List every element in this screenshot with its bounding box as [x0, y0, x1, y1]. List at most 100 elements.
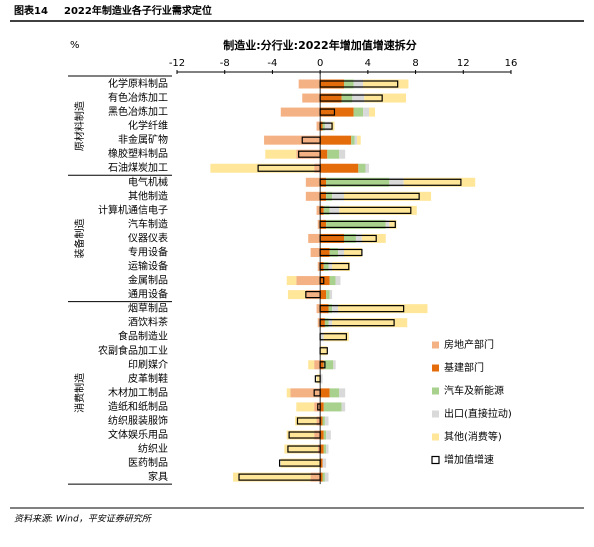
bar-segment [369, 107, 376, 117]
category-label: 黑色冶炼加工 [108, 105, 168, 118]
bar-segment [320, 205, 324, 215]
bar-segment [344, 233, 356, 243]
bar-segment [320, 374, 323, 384]
bar-segment [327, 149, 340, 159]
bar-segment [332, 304, 339, 314]
category-label: 木材加工制品 [108, 386, 168, 399]
category-label: 专用设备 [128, 245, 168, 258]
legend-swatch [432, 433, 439, 441]
bar-segment [323, 205, 330, 215]
category-label: 橡胶塑料制品 [108, 147, 168, 160]
bar-segment [316, 416, 321, 426]
category-label: 酒饮料茶 [128, 316, 168, 329]
bar-segment [332, 262, 350, 272]
bar-segment [341, 93, 353, 103]
bar-segment [363, 79, 409, 89]
bar-segment [320, 346, 328, 356]
bar-segment [361, 233, 386, 243]
bar-segment [341, 402, 346, 412]
x-tick-label: -4 [267, 58, 277, 69]
category-label: 化学纤维 [128, 119, 168, 132]
bar-segment [316, 304, 321, 314]
bar-segment [353, 107, 364, 117]
legend-swatch [432, 387, 439, 395]
bar-segment [365, 163, 370, 173]
bar-segment [322, 458, 327, 468]
bar-segment [339, 205, 417, 215]
x-tick-label: -8 [220, 58, 230, 69]
bar-segment [339, 388, 346, 398]
bar-segment [296, 276, 321, 286]
bar-segment [320, 219, 327, 229]
bar-segment [320, 79, 344, 89]
bar-segment [328, 262, 333, 272]
figure-title: 2022年制造业各子行业需求定位 [64, 4, 212, 17]
bar-segment [329, 205, 340, 215]
bar-segment [320, 262, 324, 272]
bar-segment [320, 163, 359, 173]
legend-swatch [432, 364, 439, 372]
legend-label: 其他(消费等) [444, 430, 502, 443]
legend-swatch [431, 455, 440, 465]
bar-segment [320, 93, 342, 103]
bar-segment [314, 360, 321, 370]
bar-segment [316, 205, 321, 215]
bar-segment [320, 458, 323, 468]
bar-segment [264, 135, 321, 145]
category-label: 非金属矿物 [118, 133, 168, 146]
bar-segment [290, 388, 321, 398]
bar-segment [323, 262, 329, 272]
bar-segment [358, 163, 366, 173]
bar-segment [352, 93, 365, 103]
bar-segment [389, 219, 397, 229]
bar-segment [364, 93, 407, 103]
legend-label: 房地产部门 [444, 338, 494, 351]
category-label: 化学原料制品 [108, 77, 168, 90]
bar-segment [403, 177, 476, 187]
bar-segment [265, 149, 297, 159]
bar-segment [320, 107, 354, 117]
category-label: 烟草制品 [128, 302, 168, 315]
bar-segment [323, 402, 342, 412]
bar-segment [326, 444, 329, 454]
category-label: 其他制造 [128, 189, 168, 202]
bar-segment [332, 191, 344, 201]
category-label: 纺织服装服饰 [108, 414, 168, 427]
bar-segment [322, 472, 325, 482]
bar-segment [389, 177, 404, 187]
category-label: 食品制造业 [118, 330, 168, 343]
bar-segment [320, 430, 324, 440]
category-label: 皮革制鞋 [128, 372, 168, 385]
x-tick-label: 8 [412, 58, 418, 69]
bar-segment [344, 79, 354, 89]
bar-segment [355, 233, 362, 243]
bar-segment [324, 318, 329, 328]
bar-segment [305, 191, 321, 201]
x-tick-label: 4 [365, 58, 371, 69]
bar-segment [320, 444, 324, 454]
bar-segment [233, 472, 311, 482]
legend-label: 汽车及新能源 [444, 384, 504, 397]
bar-segment [324, 416, 329, 426]
bar-segment [324, 472, 329, 482]
bar-segment [329, 276, 336, 286]
category-label: 农副食品加工业 [98, 344, 168, 357]
source: 资料来源: Wind，平安证券研究所 [14, 514, 153, 525]
chart-title: 制造业:分行业:2022年增加值增速拆分 [223, 38, 416, 52]
bar-segment [335, 276, 341, 286]
bar-segment [280, 107, 321, 117]
bar-segment [344, 247, 362, 257]
figure-label: 图表14 [14, 4, 48, 17]
category-label: 金属制品 [128, 274, 168, 287]
bar-segment [296, 149, 321, 159]
category-label: 计算机通信电子 [98, 203, 168, 216]
bar-segment [320, 318, 325, 328]
bar-segment [324, 121, 331, 131]
bar-segment [344, 191, 432, 201]
bar-segment [298, 79, 321, 89]
bar-segment [320, 177, 327, 187]
bar-segment [320, 360, 324, 370]
bar-segment [314, 430, 321, 440]
bar-segment [322, 121, 325, 131]
bar-segment [316, 374, 321, 384]
